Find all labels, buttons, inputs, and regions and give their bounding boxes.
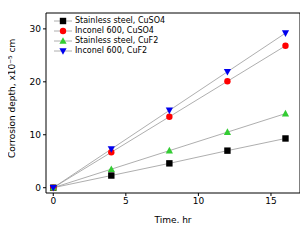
svg-text:15: 15 (265, 196, 276, 206)
svg-text:10: 10 (30, 130, 42, 140)
html-text:Stainless steel, CuSO4: Stainless steel, CuSO4 (75, 16, 165, 25)
svg-text:Time, hr: Time, hr (153, 215, 191, 223)
svg-text:10: 10 (193, 196, 205, 206)
svg-text:20: 20 (30, 77, 42, 87)
svg-text:0: 0 (50, 196, 56, 206)
svg-text:0: 0 (35, 183, 41, 193)
svg-text:30: 30 (30, 24, 42, 34)
html-text:Inconel 600, CuF2: Inconel 600, CuF2 (75, 46, 148, 55)
svg-text:5: 5 (123, 196, 129, 206)
html-text:Inconel 600, CuSO4: Inconel 600, CuSO4 (75, 26, 154, 35)
svg-text:Corrosion depth, x10⁻⁵ cm: Corrosion depth, x10⁻⁵ cm (8, 39, 17, 158)
html-text:Stainless steel, CuF2: Stainless steel, CuF2 (75, 36, 159, 45)
